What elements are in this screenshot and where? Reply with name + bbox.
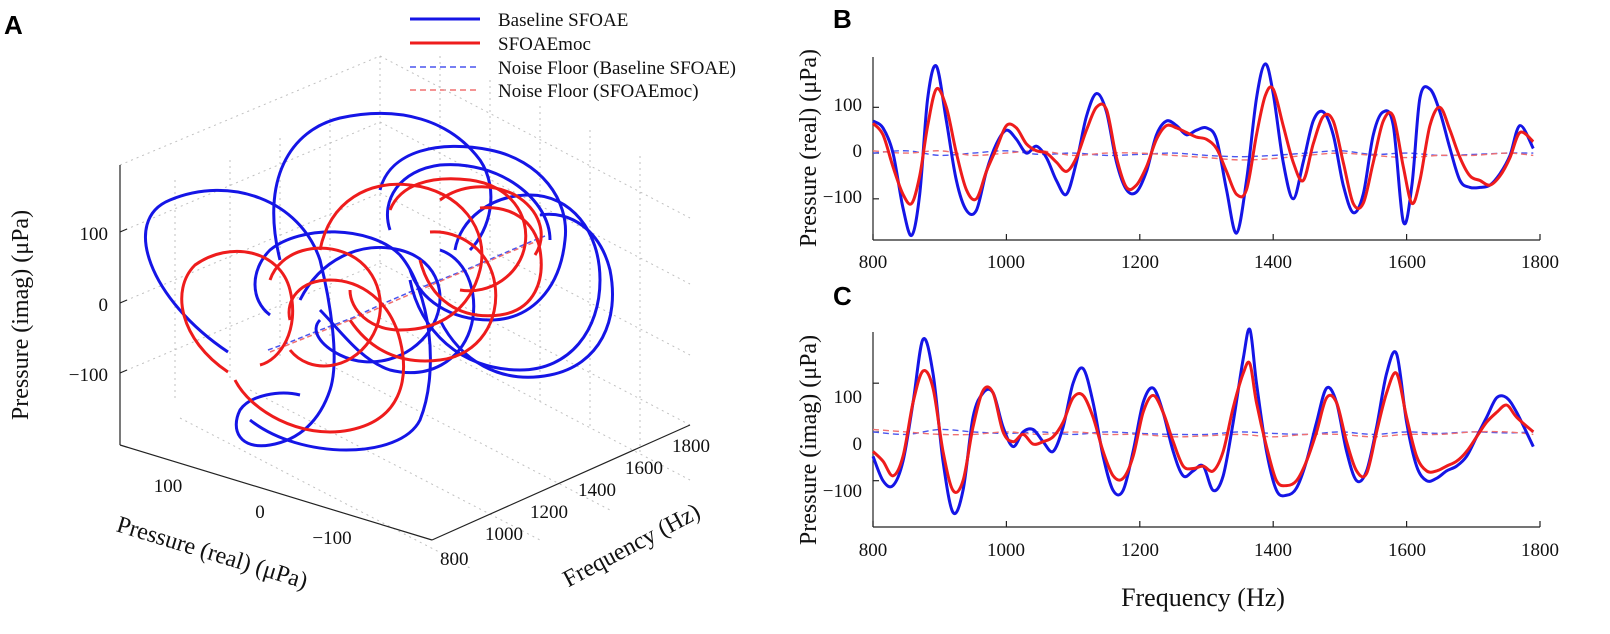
panel-a-moc-series (180, 177, 543, 434)
panel-a-moc-loop (348, 230, 498, 363)
panel-a-x-tick: −100 (312, 528, 351, 549)
panel-b-ylabel: Pressure (real) (μPa) (796, 49, 822, 247)
panel-a-moc-loop (418, 206, 543, 318)
panel-a-baseline-loop (272, 111, 493, 261)
panel-c-x-tick: 1200 (1121, 540, 1159, 561)
panel-a-baseline-loop (408, 193, 602, 372)
panel-c-x-tickmarks (872, 521, 1541, 527)
legend-label-moc: SFOAEmoc (498, 34, 591, 55)
panel-a-z-tickmarks (119, 228, 128, 374)
panel-a-moc-loop (268, 246, 382, 368)
panel-a-xlabel: Pressure (real) (μPa) (114, 512, 311, 595)
panel-a-noise-moc (269, 239, 541, 353)
panel-c-x-tick: 1400 (1254, 540, 1292, 561)
panel-c-ylabel: Pressure (imag) (μPa) (796, 335, 822, 545)
panel-c-x-tick: 800 (859, 540, 888, 561)
legend-label-moc-noise: Noise Floor (SFOAEmoc) (498, 81, 699, 102)
panel-a-ylabel: Frequency (Hz) (559, 499, 705, 593)
panel-b-axes (872, 57, 1540, 241)
panel-c-plot-area (871, 327, 1535, 516)
panel-c-x-tick: 1000 (987, 540, 1025, 561)
panel-a-x-tick: 0 (255, 502, 265, 523)
panel-a-y-tick: 1800 (672, 436, 710, 457)
panel-c-series-baseline (871, 327, 1535, 516)
panel-a-baseline-loop (385, 163, 552, 241)
panel-a-baseline-loop (378, 144, 568, 322)
panel-a-baseline-loop (438, 212, 614, 379)
panel-b-series-baseline (872, 62, 1535, 237)
panel-a-y-tick: 800 (440, 549, 469, 570)
panel-c: 800 1000 1200 1400 1600 1800 100 0 −100 … (796, 327, 1559, 612)
panel-b: 800 1000 1200 1400 1600 1800 100 0 −100 … (796, 49, 1559, 273)
panel-a-y-tick: 1000 (485, 524, 523, 545)
panel-label-b: B (833, 4, 852, 34)
panel-a-baseline-loop (298, 245, 442, 364)
panel-label-c: C (833, 281, 852, 311)
panel-b-x-tick: 1600 (1388, 252, 1426, 273)
panel-b-y-tick: 100 (834, 95, 863, 116)
panel-a-z-tick: −100 (69, 365, 108, 386)
panel-c-x-tick: 1600 (1388, 540, 1426, 561)
panel-c-y-tick: 100 (834, 387, 863, 408)
legend-label-baseline: Baseline SFOAE (498, 10, 628, 31)
panel-a-axes (119, 165, 691, 541)
panel-c-series-moc (871, 360, 1535, 494)
panel-b-series-moc (871, 85, 1535, 211)
panel-a-noise-baseline (267, 235, 546, 351)
panel-c-y-tick: −100 (823, 481, 862, 502)
panel-a-baseline-loop (318, 248, 476, 375)
panel-c-xlabel: Frequency (Hz) (1121, 583, 1285, 612)
panel-b-plot-area (871, 62, 1535, 237)
panel-a-y-tick: 1200 (530, 502, 568, 523)
panel-a-moc-loop (180, 249, 295, 374)
panel-b-y-tick: −100 (823, 187, 862, 208)
panel-a-y-tick: 1600 (625, 458, 663, 479)
panel-c-x-tick: 1800 (1521, 540, 1559, 561)
panel-a-moc-loop (388, 177, 528, 293)
panel-a-z-tick: 100 (80, 224, 109, 245)
panel-a-moc-loop (439, 185, 543, 256)
panel-a-z-tick: 0 (99, 295, 109, 316)
legend: Baseline SFOAE SFOAEmoc Noise Floor (Bas… (410, 10, 736, 102)
panel-label-a: A (4, 10, 23, 40)
panel-b-y-tick: 0 (853, 141, 863, 162)
panel-b-x-tick: 800 (859, 252, 888, 273)
panel-b-x-tick: 1400 (1254, 252, 1292, 273)
panel-c-series-baseline-noise (872, 428, 1534, 436)
panel-b-x-tick: 1800 (1521, 252, 1559, 273)
panel-b-series-baseline-noise (872, 150, 1534, 158)
panel-a-x-tick: 100 (154, 476, 183, 497)
panel-c-y-tick: 0 (853, 434, 863, 455)
legend-label-baseline-noise: Noise Floor (Baseline SFOAE) (498, 58, 736, 79)
panel-a-y-tick: 1400 (578, 480, 616, 501)
panel-b-x-tickmarks (872, 234, 1541, 240)
panel-a-baseline-series (144, 111, 614, 452)
panel-b-x-tick: 1200 (1121, 252, 1159, 273)
panel-c-series-moc-noise (872, 428, 1534, 438)
panel-a-baseline-loop (144, 188, 336, 448)
panel-b-series-moc-noise (872, 150, 1534, 161)
panel-a-moc-loop (233, 278, 405, 434)
panel-a-zlabel: Pressure (imag) (μPa) (8, 210, 34, 420)
panel-a: 100 0 −100 100 0 −100 800 1000 1200 1400… (8, 55, 710, 595)
panel-b-x-tick: 1000 (987, 252, 1025, 273)
panel-a-moc-loop (318, 182, 484, 332)
